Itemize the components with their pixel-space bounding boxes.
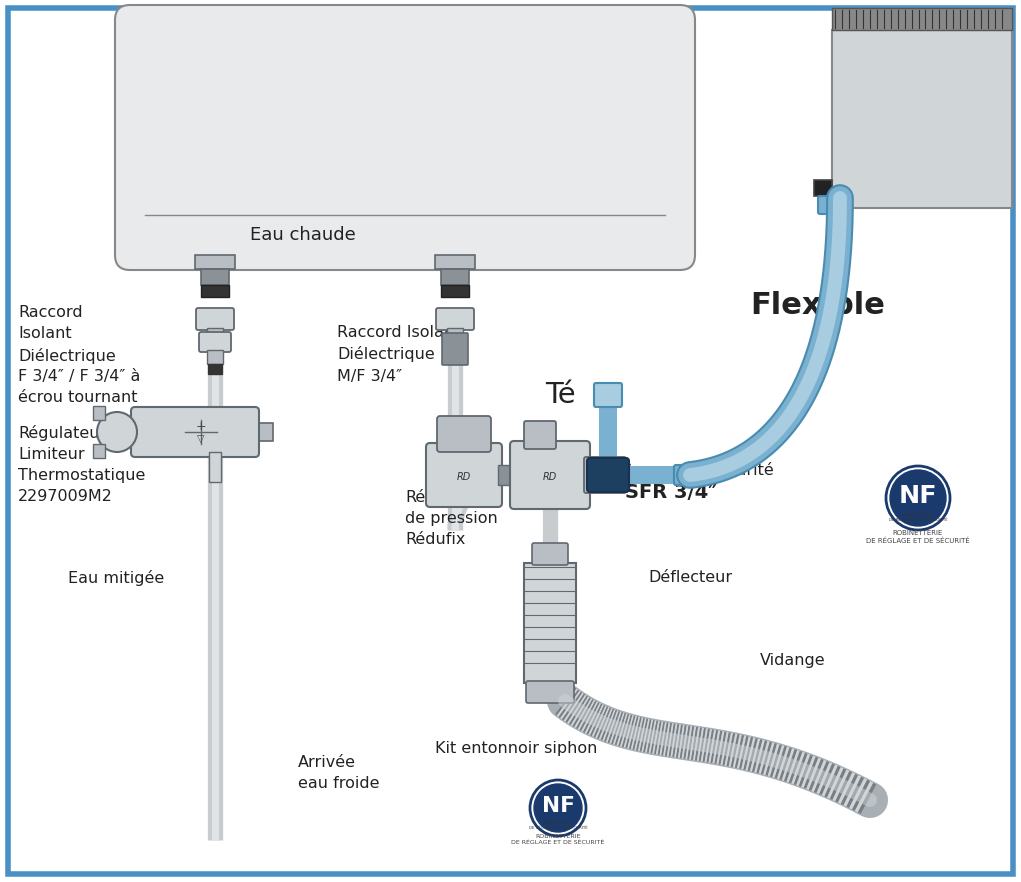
FancyBboxPatch shape (131, 407, 259, 457)
Text: NF: NF (541, 796, 575, 816)
Bar (441, 285, 469, 297)
Text: Déflecteur: Déflecteur (648, 571, 732, 586)
Bar (93, 444, 105, 458)
Text: Eau chaude: Eau chaude (250, 226, 355, 244)
FancyBboxPatch shape (532, 543, 568, 565)
Text: ROBINETTERIE
DE RÉGLAGE ET DE SÉCURITÉ: ROBINETTERIE DE RÉGLAGE ET DE SÉCURITÉ (529, 821, 587, 830)
Text: RD: RD (543, 472, 557, 482)
Text: ROBINETTERIE
DE RÉGLAGE ET DE SÉCURITÉ: ROBINETTERIE DE RÉGLAGE ET DE SÉCURITÉ (866, 530, 970, 543)
Text: Té: Té (545, 381, 576, 409)
Bar (435, 255, 475, 269)
FancyBboxPatch shape (437, 416, 491, 452)
Bar (201, 285, 229, 297)
FancyBboxPatch shape (524, 421, 556, 449)
Text: Régulateur
Limiteur
Thermostatique
2297009M2: Régulateur Limiteur Thermostatique 22970… (18, 425, 145, 504)
Text: Vidange: Vidange (760, 653, 826, 668)
Text: ▽: ▽ (197, 434, 205, 444)
Bar (255, 423, 273, 441)
Text: Raccord Isolant
Diélectrique
M/F 3/4″: Raccord Isolant Diélectrique M/F 3/4″ (337, 325, 460, 384)
Text: Kit entonnoir siphon: Kit entonnoir siphon (435, 741, 597, 756)
FancyBboxPatch shape (115, 5, 695, 270)
Bar (814, 180, 832, 196)
FancyBboxPatch shape (674, 465, 700, 485)
Bar (93, 406, 105, 420)
Circle shape (97, 412, 137, 452)
Text: Réducteur
de pression
Rédufix: Réducteur de pression Rédufix (405, 490, 498, 547)
Bar (201, 269, 229, 285)
Text: SFR 3/4″: SFR 3/4″ (625, 482, 717, 502)
FancyBboxPatch shape (199, 332, 231, 352)
Text: +: + (196, 421, 206, 433)
Text: Flexible: Flexible (750, 290, 885, 319)
FancyBboxPatch shape (436, 308, 474, 330)
Bar (832, 30, 1012, 208)
FancyBboxPatch shape (594, 383, 622, 407)
Bar (195, 255, 235, 269)
Circle shape (890, 470, 946, 526)
Text: Groupe de sécurité: Groupe de sécurité (620, 462, 774, 478)
Text: ROBINETTERIE
DE RÉGLAGE ET DE SÉCURITÉ: ROBINETTERIE DE RÉGLAGE ET DE SÉCURITÉ (512, 834, 604, 845)
Bar (524, 563, 576, 683)
Text: Arrivée
eau froide: Arrivée eau froide (298, 755, 380, 791)
Circle shape (534, 784, 582, 832)
FancyBboxPatch shape (587, 458, 629, 492)
Bar (441, 269, 469, 285)
Text: RD: RD (456, 472, 471, 482)
FancyBboxPatch shape (526, 681, 574, 703)
Bar (207, 328, 223, 334)
Text: ROBINETTERIE
DE RÉGLAGE ET DE SÉCURITÉ: ROBINETTERIE DE RÉGLAGE ET DE SÉCURITÉ (888, 513, 947, 522)
Bar (208, 364, 222, 374)
Bar (832, 8, 1012, 30)
Text: NF: NF (898, 484, 937, 508)
Text: Raccord
Isolant
Diélectrique
F 3/4″ / F 3/4″ à
écrou tournant: Raccord Isolant Diélectrique F 3/4″ / F … (18, 305, 140, 406)
FancyBboxPatch shape (584, 457, 626, 493)
Bar (498, 465, 514, 485)
Bar (447, 328, 463, 334)
FancyBboxPatch shape (426, 443, 502, 507)
FancyBboxPatch shape (818, 196, 842, 214)
Bar (207, 350, 223, 364)
Bar (209, 452, 221, 482)
FancyBboxPatch shape (196, 308, 234, 330)
FancyBboxPatch shape (510, 441, 590, 509)
FancyBboxPatch shape (442, 333, 468, 365)
Text: Eau mitigée: Eau mitigée (68, 570, 164, 586)
FancyBboxPatch shape (8, 8, 1013, 874)
